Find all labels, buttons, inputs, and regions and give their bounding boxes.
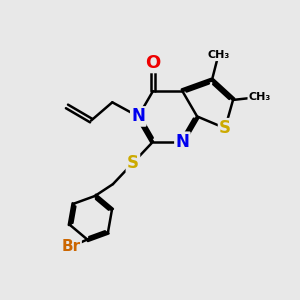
Text: N: N (131, 107, 145, 125)
Text: CH₃: CH₃ (248, 92, 271, 102)
Text: N: N (176, 133, 189, 151)
Text: S: S (127, 154, 139, 172)
Text: S: S (219, 119, 231, 137)
Text: O: O (145, 54, 160, 72)
Text: Br: Br (61, 239, 81, 254)
Text: CH₃: CH₃ (207, 50, 230, 60)
